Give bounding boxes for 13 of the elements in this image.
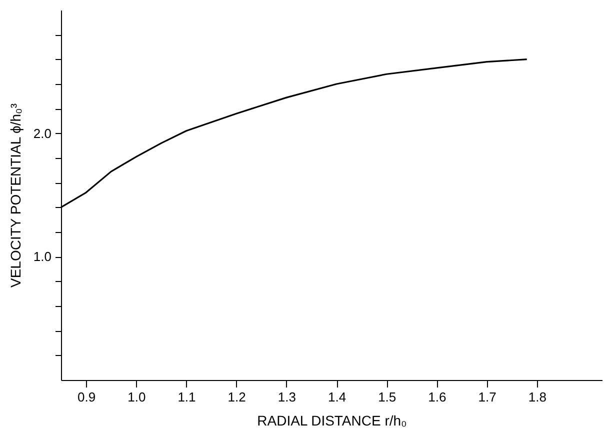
x-tick-label: 1.7 [478,390,496,404]
x-tick-label: 1.5 [378,390,396,404]
x-axis-title: RADIAL DISTANCE r/h₀ [257,412,408,428]
x-tick-label: 1.1 [178,390,196,404]
y-tick-label: 2.0 [33,126,52,141]
x-tick-label: 1.2 [228,390,246,404]
x-tick-label: 0.9 [78,390,96,404]
x-tick-label: 1.4 [328,390,346,404]
x-tick-label: 1.6 [428,390,446,404]
x-tick-label: 1.8 [528,390,546,404]
y-axis-title: VELOCITY POTENTIAL ϕ/h₀³ [7,103,24,288]
x-tick-label: 1.3 [278,390,296,404]
x-tick-label: 1.0 [128,390,146,404]
